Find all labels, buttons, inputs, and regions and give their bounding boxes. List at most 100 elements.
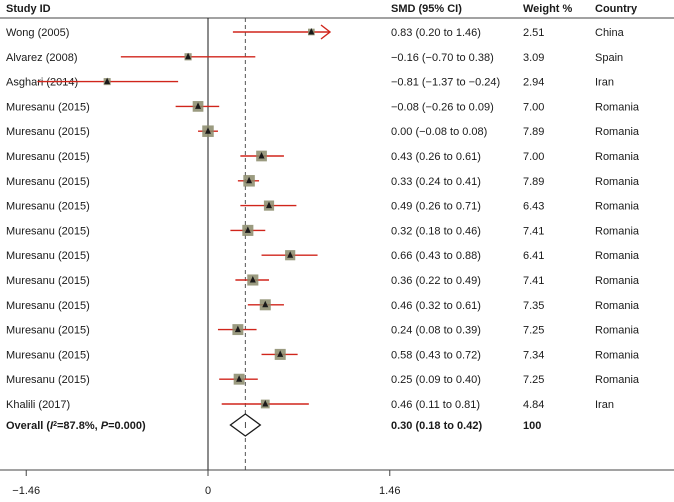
study-id-label: Muresanu (2015) [6, 201, 90, 213]
point-estimate-marker [249, 276, 256, 283]
study-country-label: Romania [595, 250, 640, 262]
study-ci-label: 0.24 (0.08 to 0.39) [391, 325, 481, 337]
study-weight-label: 7.00 [523, 151, 544, 163]
study-id-label: Muresanu (2015) [6, 151, 90, 163]
overall-i2-superscript: 2 [53, 421, 57, 428]
study-row: Alvarez (2008) −0.16 (−0.70 to 0.38) 3.09 S… [6, 52, 623, 64]
study-country-label: Romania [595, 300, 640, 312]
point-estimate-marker [266, 201, 273, 209]
study-id-label: Muresanu (2015) [6, 349, 90, 361]
overall-row: Overall (I2=87.8%, P=0.000) 0.30 (0.18 t… [6, 413, 541, 437]
x-tick-label: 0 [205, 485, 211, 497]
study-country-label: China [595, 27, 625, 39]
study-row: Muresanu (2015) 0.00 (−0.08 to 0.08) 7.89 R… [6, 125, 640, 138]
study-weight-label: 7.34 [523, 349, 544, 361]
point-estimate-marker [258, 152, 265, 159]
study-ci-label: 0.66 (0.43 to 0.88) [391, 250, 481, 262]
study-row: Muresanu (2015) 0.66 (0.43 to 0.88) 6.41 Ro… [6, 250, 640, 262]
study-ci-label: 0.83 (0.20 to 1.46) [391, 27, 481, 39]
study-row: Muresanu (2015) 0.25 (0.09 to 0.40) 7.25 Ro… [6, 373, 640, 386]
study-id-label: Muresanu (2015) [6, 126, 90, 138]
x-tick-label: −1.46 [12, 485, 40, 497]
study-id-label: Wong (2005) [6, 27, 69, 39]
overall-label-prefix: Overall ( [6, 420, 50, 432]
point-estimate-marker [244, 226, 251, 233]
study-ci-label: −0.81 (−1.37 to −0.24) [391, 77, 500, 89]
study-weight-label: 2.94 [523, 77, 544, 89]
study-id-label: Asghari (2014) [6, 77, 78, 89]
point-estimate-marker [236, 375, 243, 382]
study-country-label: Romania [595, 201, 640, 213]
study-row: Muresanu (2015) 0.49 (0.26 to 0.71) 6.43 Ro… [6, 200, 640, 213]
study-country-label: Romania [595, 126, 640, 138]
study-country-label: Romania [595, 275, 640, 287]
point-estimate-marker [185, 52, 192, 60]
study-weight-label: 7.25 [523, 374, 544, 386]
point-estimate-marker [246, 176, 253, 184]
study-row: Muresanu (2015) 0.58 (0.43 to 0.72) 7.34 Ro… [6, 348, 640, 361]
study-weight-label: 7.41 [523, 275, 544, 287]
study-country-label: Romania [595, 101, 640, 113]
x-tick-label: 1.46 [379, 485, 400, 497]
study-weight-label: 7.89 [523, 126, 544, 138]
study-ci-label: −0.08 (−0.26 to 0.09) [391, 101, 494, 113]
point-estimate-marker [262, 300, 269, 308]
overall-weight: 100 [523, 420, 541, 432]
study-id-label: Muresanu (2015) [6, 225, 90, 237]
header-smd: SMD (95% CI) [391, 3, 462, 15]
overall-label: Overall (I2=87.8%, P=0.000) [6, 420, 146, 432]
point-estimate-marker [277, 350, 284, 357]
study-row: Muresanu (2015) 0.36 (0.22 to 0.49) 7.41 Ro… [6, 274, 640, 287]
study-country-label: Romania [595, 374, 640, 386]
study-country-label: Romania [595, 325, 640, 337]
study-row: Muresanu (2015) 0.24 (0.08 to 0.39) 7.25 Ro… [6, 324, 640, 337]
point-estimate-marker [308, 28, 315, 35]
study-id-label: Alvarez (2008) [6, 52, 78, 64]
study-ci-label: 0.46 (0.32 to 0.61) [391, 300, 481, 312]
study-ci-label: 0.36 (0.22 to 0.49) [391, 275, 481, 287]
study-id-label: Khalili (2017) [6, 399, 70, 411]
study-country-label: Romania [595, 176, 640, 188]
header-weight: Weight % [523, 3, 573, 15]
study-row: Muresanu (2015) 0.43 (0.26 to 0.61) 7.00 Ro… [6, 150, 640, 163]
study-weight-label: 7.89 [523, 176, 544, 188]
ci-arrow-right [320, 24, 332, 40]
point-estimate-marker [195, 102, 202, 109]
study-id-label: Muresanu (2015) [6, 325, 90, 337]
overall-ci-label: 0.30 (0.18 to 0.42) [391, 420, 482, 432]
study-ci-label: 0.49 (0.26 to 0.71) [391, 201, 481, 213]
study-weight-label: 7.25 [523, 325, 544, 337]
study-row: Khalili (2017) 0.46 (0.11 to 0.81) 4.84 Ira… [6, 399, 614, 411]
study-row: Muresanu (2015) 0.32 (0.18 to 0.46) 7.41 Ro… [6, 224, 640, 237]
study-row: Muresanu (2015) 0.33 (0.24 to 0.41) 7.89 Ro… [6, 175, 640, 188]
study-weight-label: 6.43 [523, 201, 544, 213]
point-estimate-marker [287, 251, 294, 258]
study-ci-label: 0.43 (0.26 to 0.61) [391, 151, 481, 163]
study-weight-label: 4.84 [523, 399, 544, 411]
study-row: Wong (2005) 0.83 (0.20 to 1.46) 2.51 China [6, 24, 625, 40]
study-id-label: Muresanu (2015) [6, 275, 90, 287]
point-estimate-marker [234, 325, 241, 333]
study-ci-label: 0.33 (0.24 to 0.41) [391, 176, 481, 188]
study-ci-label: −0.16 (−0.70 to 0.38) [391, 52, 494, 64]
study-ci-label: 0.58 (0.43 to 0.72) [391, 349, 481, 361]
study-row: Muresanu (2015) 0.46 (0.32 to 0.61) 7.35 Ro… [6, 299, 640, 312]
study-weight-label: 7.41 [523, 225, 544, 237]
overall-p-symbol: P [101, 420, 109, 432]
study-country-label: Spain [595, 52, 623, 64]
study-id-label: Muresanu (2015) [6, 250, 90, 262]
study-country-label: Romania [595, 225, 640, 237]
header-country: Country [595, 3, 638, 15]
study-id-label: Muresanu (2015) [6, 101, 90, 113]
point-estimate-marker [205, 127, 211, 134]
study-weight-label: 6.41 [523, 250, 544, 262]
study-ci-label: 0.25 (0.09 to 0.40) [391, 374, 481, 386]
study-country-label: Romania [595, 151, 640, 163]
study-row: Asghari (2014) −0.81 (−1.37 to −0.24) 2.94… [6, 77, 614, 89]
study-weight-label: 3.09 [523, 52, 544, 64]
study-ci-label: 0.46 (0.11 to 0.81) [391, 399, 480, 411]
point-estimate-marker [262, 400, 269, 407]
study-country-label: Iran [595, 399, 614, 411]
study-id-label: Muresanu (2015) [6, 176, 90, 188]
